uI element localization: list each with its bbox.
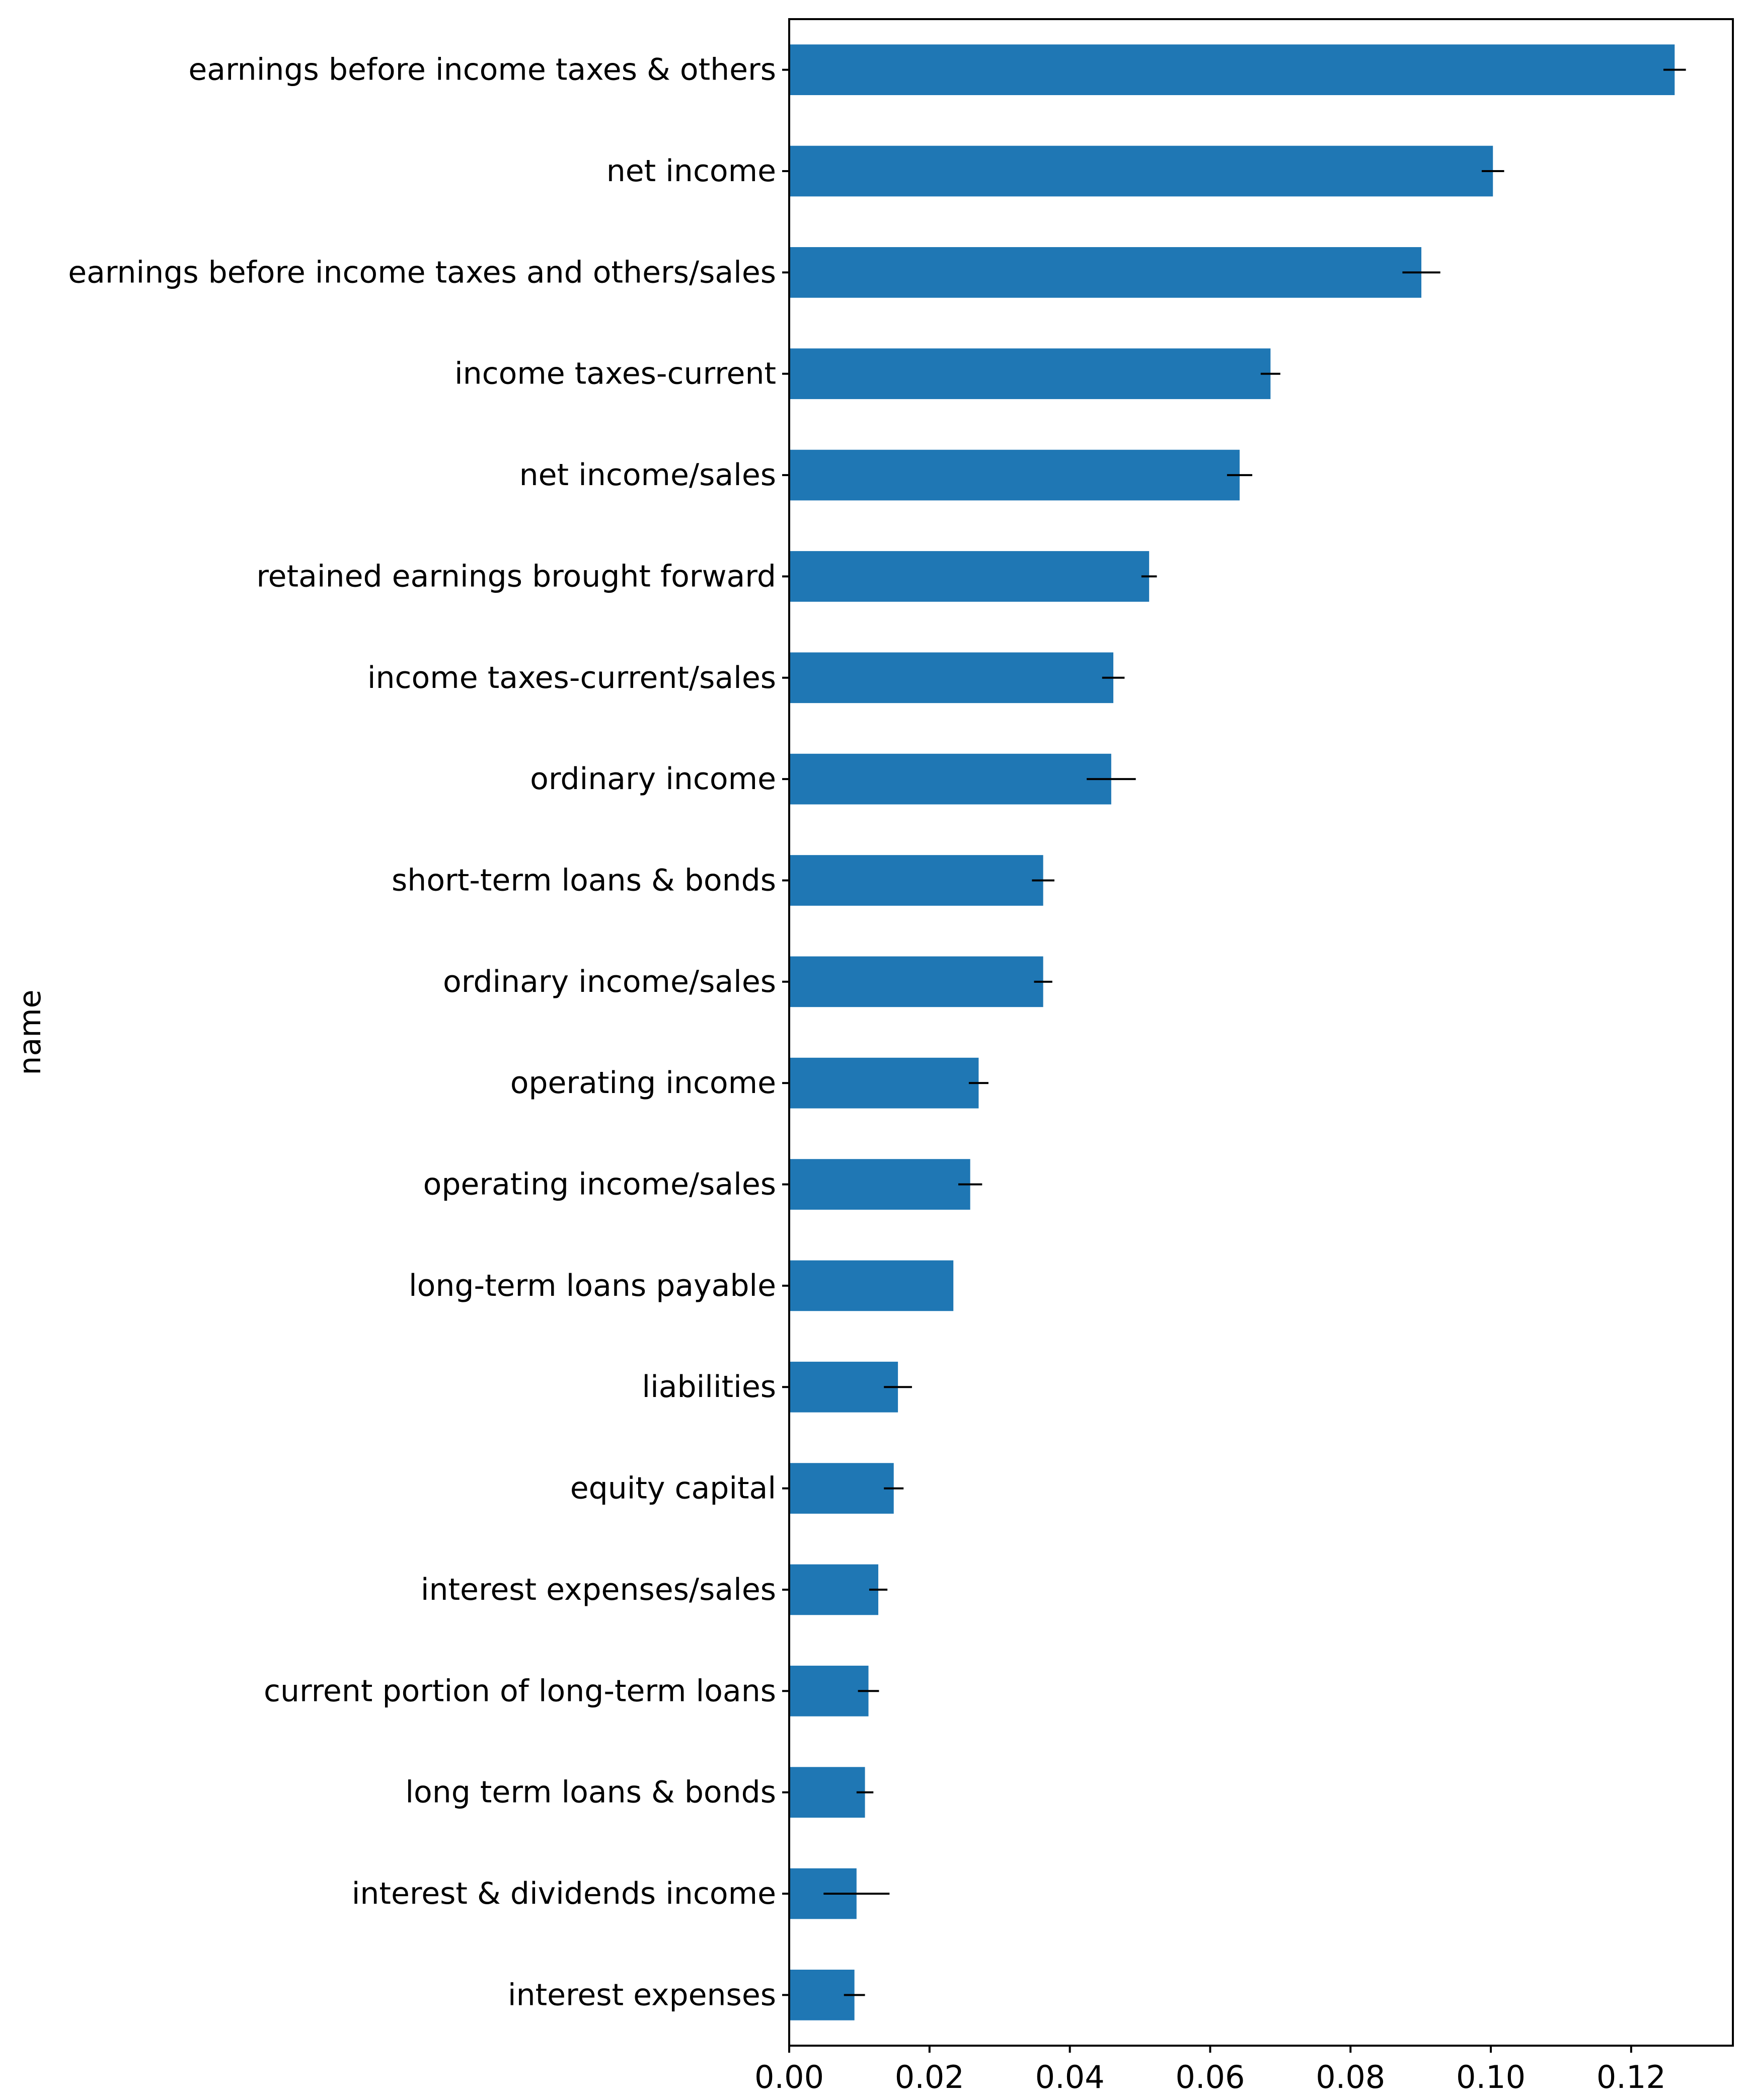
- y-tick-label: short-term loans & bonds: [392, 863, 776, 898]
- bar: [789, 1159, 970, 1210]
- y-tick-label: ordinary income/sales: [443, 964, 776, 999]
- bar: [789, 449, 1240, 501]
- x-tick-label: 0.06: [1175, 2059, 1245, 2095]
- bars: [789, 44, 1675, 2020]
- y-tick-label: earnings before income taxes and others/…: [68, 255, 776, 290]
- bar: [789, 145, 1493, 197]
- y-tick-label: equity capital: [570, 1471, 776, 1506]
- bar: [789, 1767, 865, 1818]
- x-tick-label: 0.02: [895, 2059, 964, 2095]
- bar: [789, 1969, 855, 2020]
- bar: [789, 753, 1111, 805]
- x-tick-label: 0.10: [1456, 2059, 1526, 2095]
- y-tick-label: interest expenses/sales: [421, 1572, 776, 1607]
- plot-frame: [788, 18, 1734, 2047]
- y-axis-title: name: [13, 989, 48, 1075]
- bar: [789, 855, 1043, 906]
- y-tick-label: interest & dividends income: [352, 1876, 776, 1911]
- bar: [789, 1260, 954, 1311]
- x-tick-label: 0.08: [1316, 2059, 1385, 2095]
- bar: [789, 348, 1271, 400]
- bar: [789, 956, 1043, 1007]
- y-tick-label: net income/sales: [519, 457, 776, 493]
- y-tick-label: operating income: [510, 1065, 776, 1101]
- x-axis: 0.00 0.02 0.04 0.06 0.08 0.10 0.12: [754, 2046, 1666, 2095]
- y-tick-label: long-term loans payable: [409, 1268, 776, 1303]
- x-tick-label: 0.12: [1596, 2059, 1666, 2095]
- x-tick-label: 0.04: [1035, 2059, 1105, 2095]
- bar: [789, 652, 1114, 704]
- y-tick-label: liabilities: [642, 1369, 776, 1405]
- y-tick-label: interest expenses: [508, 1977, 776, 2012]
- bar: [789, 1057, 979, 1109]
- y-tick-label: current portion of long-term loans: [264, 1673, 776, 1708]
- y-tick-label: net income: [606, 153, 776, 189]
- y-tick-label: earnings before income taxes & others: [188, 52, 776, 88]
- bar: [789, 1463, 894, 1514]
- y-tick-label: retained earnings brought forward: [256, 559, 776, 594]
- y-tick-label: income taxes-current: [454, 356, 776, 392]
- bar: [789, 1665, 869, 1717]
- y-tick-label: ordinary income: [530, 761, 776, 797]
- bar: [789, 1564, 879, 1615]
- error-bars: [823, 68, 1686, 1996]
- y-tick-label: income taxes-current/sales: [367, 660, 776, 695]
- bar: [789, 44, 1675, 96]
- bar: [789, 551, 1150, 602]
- bar: [789, 1361, 898, 1413]
- x-tick-label: 0.00: [754, 2059, 824, 2095]
- bar: [789, 247, 1422, 298]
- y-axis: earnings before income taxes & others net…: [68, 52, 789, 2012]
- y-tick-label: operating income/sales: [423, 1167, 776, 1202]
- y-tick-label: long term loans & bonds: [405, 1775, 776, 1810]
